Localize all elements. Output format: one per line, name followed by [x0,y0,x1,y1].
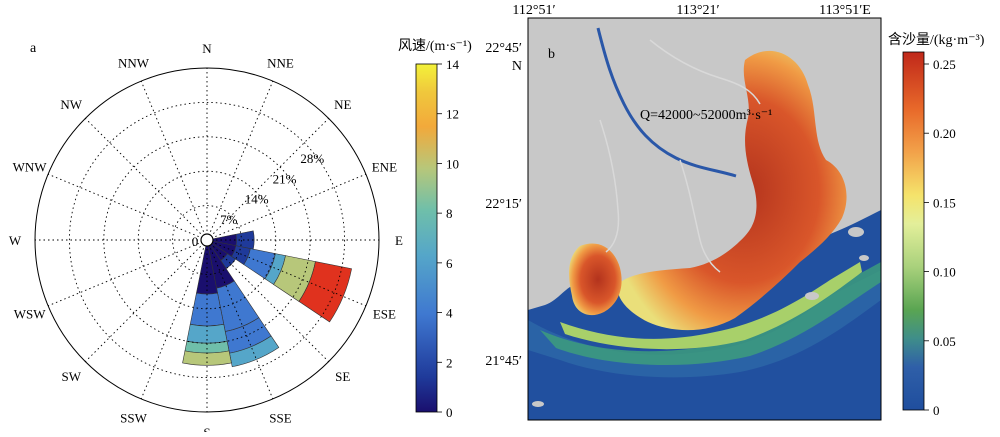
grid-spoke [140,80,208,241]
wind-rose-bin [229,335,280,368]
direction-label: SW [61,369,81,384]
map-x-tick: 113°21′ [676,3,719,18]
direction-label: NNW [118,56,150,71]
direction-label: N [202,41,212,56]
river-channel [679,159,721,273]
map-y-tick: N [512,59,522,74]
grid-spoke [47,173,208,241]
grid-spoke [140,239,208,400]
colorbar-tick-label: 0 [446,405,453,420]
direction-label: NNE [267,56,294,71]
wind-rose-outer-circle [34,67,380,413]
colorbar-tick-label: 0.10 [933,265,956,280]
radial-tick-labels: 0 7% 14% 21%28% [192,151,325,249]
turbid-shelf-middle [540,262,881,366]
direction-label: E [395,233,403,248]
colorbar-tick-label: 0.20 [933,126,956,141]
direction-label: ENE [372,160,397,175]
map-y-tick: 22°45′ [485,41,522,56]
colorbar-tick-label: 8 [446,206,453,221]
wind-colorbar: 风速/(m·s⁻¹) 0 2 4 6 8 10 12 14 [398,38,472,420]
wind-colorbar-bar [415,63,438,413]
grid-ring [103,136,311,344]
direction-label: ESE [373,306,396,321]
colorbar-tick-label: 14 [446,57,460,72]
river-channel [649,39,761,105]
direction-label: NW [60,97,82,112]
radial-tick-label: 7% [220,212,238,227]
grid-spoke [206,239,274,400]
direction-label: NE [334,97,351,112]
sediment-plume-west [569,243,622,316]
colorbar-tick-label: 10 [446,156,459,171]
grid-ring [137,170,277,310]
grid-spoke [206,118,329,241]
panel-a-label: a [30,41,37,56]
island [848,227,864,237]
grid-ring [68,101,346,379]
radial-tick-label: 21% [273,171,297,186]
grid-spoke [206,239,329,362]
grid-spoke [85,239,208,362]
map-y-tick: 22°15′ [485,197,522,212]
colorbar-tick-label: 0 [933,403,940,418]
radial-tick-label: 14% [245,192,269,207]
grid-spoke [206,80,274,241]
direction-label: SE [335,369,350,384]
direction-labels: N NNE NE ENE E ESE SE SSE S SSW SW WSW W WNW NW NNW [9,41,403,437]
colorbar-tick-label: 0.25 [933,57,956,72]
radial-tick-label: 28% [300,151,324,166]
grid-spoke [85,118,208,241]
sediment-plume-main [617,50,847,331]
island [805,292,819,300]
sediment-colorbar: 含沙量/(kg·m⁻³) 0 0.05 0.10 0.15 0.20 0.25 [888,32,985,418]
panel-b-label: b [548,47,555,62]
grid-spoke [206,239,367,307]
grid-spoke [206,173,367,241]
map-x-tick: 113°51′E [819,3,871,18]
wind-rose-bin [184,340,230,354]
colorbar-tick-label: 4 [446,306,453,321]
colorbar-tick-label: 0.05 [933,334,956,349]
wind-colorbar-ticks: 0 2 4 6 8 10 12 14 [437,57,460,420]
wind-rose-bin [298,261,352,323]
island [532,401,544,407]
colorbar-tick-label: 2 [446,355,453,370]
direction-label: SSW [120,410,147,425]
island [859,255,869,261]
sediment-map: b Q=42000~52000m³·s⁻¹ 112°51′ 113°21′ 11… [485,3,882,421]
turbid-shelf-inner [560,262,862,350]
sediment-colorbar-title: 含沙量/(kg·m⁻³) [888,32,985,48]
river-channel [596,27,737,178]
wind-rose-petals [182,230,352,368]
grid-ring [172,205,242,275]
map-x-tick: 112°51′ [512,3,555,18]
direction-label: SSE [269,410,291,425]
wind-rose-center [200,233,214,247]
colorbar-tick-label: 6 [446,256,453,271]
direction-label: WSW [14,306,47,321]
radial-tick-label: 0 [192,234,199,249]
river-channel [599,119,620,253]
wind-rose: N NNE NE ENE E ESE SE SSE S SSW SW WSW W WNW NW NNW 0 7%… [9,41,403,437]
map-content [528,18,881,407]
sediment-colorbar-bar [902,51,925,411]
sediment-colorbar-ticks: 0 0.05 0.10 0.15 0.20 0.25 [924,57,956,418]
map-y-tick: 21°45′ [485,354,522,369]
direction-label: S [203,425,210,432]
direction-label: WNW [13,160,48,175]
map-frame [527,17,882,421]
grid-spoke [47,239,208,307]
map-y-ticks: 22°45′ N 22°15′ 21°45′ [485,41,522,369]
turbid-shelf-outer [528,270,881,378]
discharge-annotation: Q=42000~52000m³·s⁻¹ [640,108,772,123]
colorbar-tick-label: 0.15 [933,195,956,210]
colorbar-tick-label: 12 [446,107,459,122]
wind-rose-grid [35,68,379,412]
direction-label: W [9,233,22,248]
wind-colorbar-title: 风速/(m·s⁻¹) [398,38,472,54]
